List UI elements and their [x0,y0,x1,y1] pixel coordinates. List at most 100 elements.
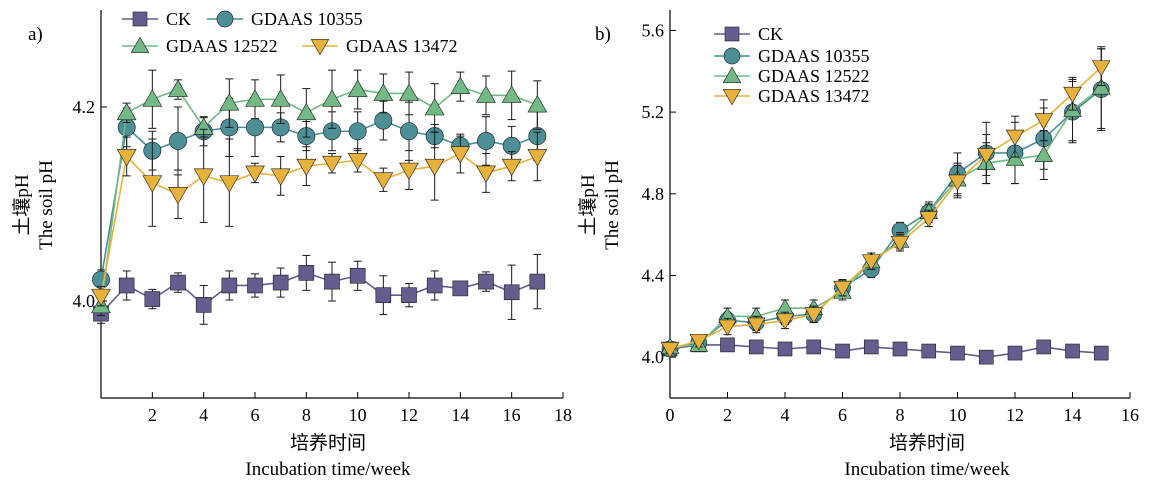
panel-a-legend-label: GDAAS 10355 [251,9,363,29]
panel-b-data-point [775,313,795,330]
panel-b-data-point [833,280,852,298]
panel-a-legend-label: CK [166,9,191,29]
panel-b-xlabel-en: Incubation time/week [844,459,1010,480]
panel-a-x-tick-label: 12 [400,405,418,425]
panel-a-data-point [349,267,366,284]
panel-a-data-point [116,149,137,167]
panel-b-legend-entry: GDAAS 10355 [714,46,870,66]
panel-b-data-point [976,148,996,165]
panel-a-data-point [245,165,265,183]
panel-a-data-point [347,153,368,171]
panel-a-data-point [324,273,340,290]
panel-b-ylabel-zh: 土壤pH [577,174,599,236]
panel-a-data-point [401,287,417,303]
panel-b-data-point [1091,60,1111,77]
panel-b-data-point [861,254,881,271]
panel-a-data-point [169,132,187,150]
panel-b-y-tick-label: 4.4 [642,265,665,285]
panel-a-ylabel-en: The soil pH [36,160,57,250]
panel-b-data-point [1091,78,1111,95]
panel-a-data-point [426,277,443,294]
panel-b-y-tick-label: 4.8 [642,184,665,204]
panel-a-data-point [503,284,520,301]
panel-b-data-point [746,317,766,334]
panel-a-data-point [144,291,161,307]
panel-a-x-tick-label: 14 [451,405,469,425]
panel-b-data-point [921,343,937,359]
panel-a-data-point [400,122,418,141]
panel-b-x-tick-label: 8 [896,405,905,425]
panel-b-series-line [669,344,1102,358]
panel-a-data-point [348,122,367,141]
panel-a-data-point [501,85,522,103]
panel-b-data-point [806,339,822,355]
panel-b-x-tick-label: 6 [838,405,847,425]
panel-b-data-point [863,339,879,355]
panel-a-y-tick-label: 4.0 [73,291,96,311]
panel-b-data-point [660,342,680,359]
panel-b-x-tick-label: 10 [949,405,967,425]
panel-b-legend-label: GDAAS 10355 [758,46,870,66]
panel-a-x-tick-label: 16 [503,405,521,425]
panel-a-data-point [322,89,342,107]
panel-a-data-point [296,102,317,121]
panel-b-data-point [1065,343,1080,359]
panel-b-xlabel-zh: 培养时间 [889,432,965,454]
panel-a-data-point [373,83,394,101]
panel-b-series-3 [660,48,1111,359]
panel-a-data-point [375,287,392,303]
panel-b-data-point [1063,86,1082,104]
panel-a-series-1 [92,97,547,290]
panel-a-x-tick-label: 18 [554,405,572,425]
panel-a: a) 培养时间 Incubation time/week 土壤pH The so… [11,24,411,480]
panel-a-series-line [100,85,538,306]
panel-a-data-point [245,89,265,107]
panel-a-data-point [347,79,368,97]
panel-a-plot: 2 4 6 8 10 12 14 16 18 4.0 4.2 CK GDAAS 10355 GDAAS 1… [73,9,573,425]
panel-b-data-point [890,235,910,253]
panel-b-x-tick-label: 4 [781,405,790,425]
panel-a-series-line [100,119,538,280]
panel-a-x-tick-label: 8 [302,405,311,425]
panel-b-label: b) [595,24,611,45]
panel-b-legend-marker [724,26,740,42]
panel-a-data-point [322,155,342,174]
panel-a-data-point [501,158,522,177]
panel-b-series-line [669,86,1102,348]
panel-b-x-tick-label: 12 [1006,405,1024,425]
panel-b: b) 培养时间 Incubation time/week 土壤pH The so… [577,24,1010,480]
panel-a-legend-marker [216,10,234,28]
panel-b-y-tick-label: 4.0 [642,347,665,367]
panel-b-data-point [919,211,939,228]
panel-b-legend-marker [722,89,742,106]
panel-b-x-tick-label: 14 [1064,405,1082,425]
panel-a-data-point [168,186,188,205]
panel-b-data-point [718,319,737,336]
panel-b-x-tick-label: 2 [723,405,732,425]
panel-a-xlabel-zh: 培养时间 [290,432,366,454]
panel-b-x-tick-label: 16 [1121,405,1139,425]
panel-b-legend-entry: GDAAS 12522 [714,66,870,86]
panel-a-series-0 [93,253,546,325]
panel-b-legend-entry: CK [714,24,783,44]
panel-a-legend-label: GDAAS 13472 [346,36,458,56]
panel-a-data-point [272,274,289,291]
panel-b-data-point [1036,339,1052,355]
panel-b-legend-marker [723,47,741,65]
panel-a-legend: CK GDAAS 10355 GDAAS 12522 GDAAS 13472 [122,9,458,56]
panel-a-legend-entry: CK [122,9,191,29]
panel-b-series-line [669,89,1102,350]
panel-a-data-point [246,118,264,137]
panel-a-data-point [527,149,548,167]
panel-a-data-point [168,79,188,97]
panel-b-data-point [720,337,735,353]
panel-a-data-point [452,280,469,297]
panel-b-legend-label: GDAAS 12522 [758,66,870,86]
panel-a-data-point [91,288,111,307]
panel-b-data-point [978,349,994,365]
panel-b-data-point [804,307,824,324]
panel-b-data-point [777,341,793,357]
